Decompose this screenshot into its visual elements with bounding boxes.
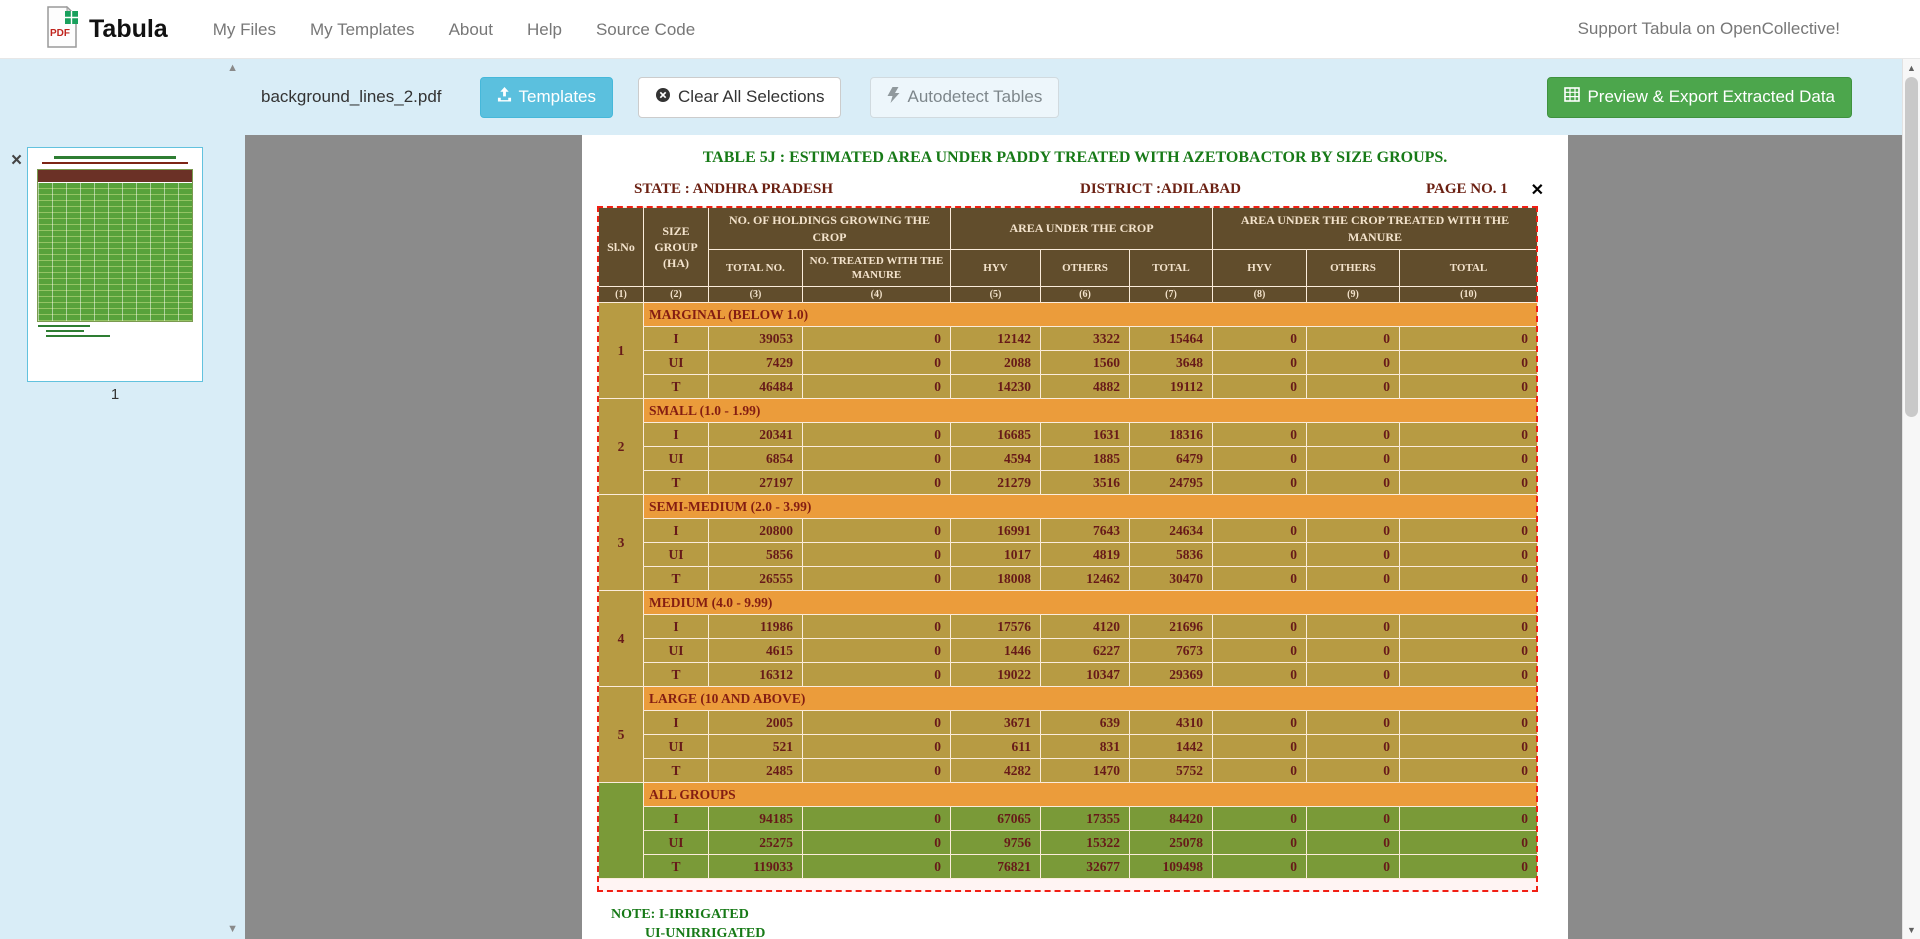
nav-my-files[interactable]: My Files <box>196 0 293 59</box>
scrollbar-thumb[interactable] <box>1905 77 1918 417</box>
page-thumbnail[interactable] <box>27 147 203 382</box>
clear-all-selections-button[interactable]: Clear All Selections <box>638 77 841 118</box>
thumbnail-page-number: 1 <box>27 386 203 403</box>
selection-box[interactable] <box>597 206 1538 892</box>
document-filename: background_lines_2.pdf <box>261 87 442 107</box>
brand-name: Tabula <box>89 15 168 44</box>
pdf-page: TABLE 5J : ESTIMATED AREA UNDER PADDY TR… <box>582 135 1568 939</box>
page-thumbnails-sidebar: ▲ × 1 ▼ <box>0 59 245 939</box>
scroll-down-arrow[interactable]: ▼ <box>1903 921 1920 939</box>
selection-close-button[interactable]: ✕ <box>1531 180 1544 200</box>
tabula-logo-icon: PDF <box>45 6 79 53</box>
nav-menu: My Files My Templates About Help Source … <box>196 0 712 59</box>
nav-about[interactable]: About <box>432 0 510 59</box>
top-navbar: PDF Tabula My Files My Templates About H… <box>0 0 1920 59</box>
remove-circle-icon <box>655 87 671 108</box>
upload-icon <box>497 87 512 107</box>
nav-my-templates[interactable]: My Templates <box>293 0 432 59</box>
pdf-canvas: TABLE 5J : ESTIMATED AREA UNDER PADDY TR… <box>245 135 1902 939</box>
preview-export-button[interactable]: Preview & Export Extracted Data <box>1547 77 1852 118</box>
note-line-1: NOTE: I-IRRIGATED <box>611 907 749 923</box>
thumbnail-note-line <box>46 335 110 337</box>
templates-button[interactable]: Templates <box>480 77 613 118</box>
district-label: DISTRICT :ADILABAD <box>1080 181 1241 198</box>
nav-help[interactable]: Help <box>510 0 579 59</box>
sidebar-scroll-up-icon[interactable]: ▲ <box>227 62 238 74</box>
support-link[interactable]: Support Tabula on OpenCollective! <box>1578 19 1920 39</box>
nav-source-code[interactable]: Source Code <box>579 0 712 59</box>
document-meta-row: STATE : ANDHRA PRADESH DISTRICT :ADILABA… <box>582 181 1568 201</box>
table-region: Sl.NoSIZE GROUP (HA)NO. OF HOLDINGS GROW… <box>598 207 1537 891</box>
svg-text:PDF: PDF <box>50 28 70 39</box>
thumbnail-close-button[interactable]: × <box>11 151 22 170</box>
document-table-title: TABLE 5J : ESTIMATED AREA UNDER PADDY TR… <box>582 149 1568 167</box>
table-icon <box>1564 87 1580 107</box>
page-number-label: PAGE NO. 1 <box>1426 181 1508 198</box>
thumbnail-note-line <box>46 330 84 332</box>
state-label: STATE : ANDHRA PRADESH <box>634 181 833 198</box>
toolbar: background_lines_2.pdf Templates Clear A… <box>245 59 1902 135</box>
thumbnail-table <box>37 169 193 322</box>
sidebar-scroll-down-icon[interactable]: ▼ <box>227 923 238 935</box>
thumbnail-subtitle-line <box>42 162 188 164</box>
tabula-brand[interactable]: PDF Tabula <box>45 6 168 53</box>
note-line-2: UI-UNIRRIGATED <box>645 926 765 939</box>
autodetect-tables-button[interactable]: Autodetect Tables <box>870 77 1059 118</box>
thumbnail-note-line <box>38 325 90 327</box>
thumbnail-title-line <box>54 156 176 159</box>
flash-icon <box>887 87 900 108</box>
vertical-scrollbar[interactable]: ▲ ▼ <box>1902 59 1920 939</box>
scroll-up-arrow[interactable]: ▲ <box>1903 59 1920 77</box>
